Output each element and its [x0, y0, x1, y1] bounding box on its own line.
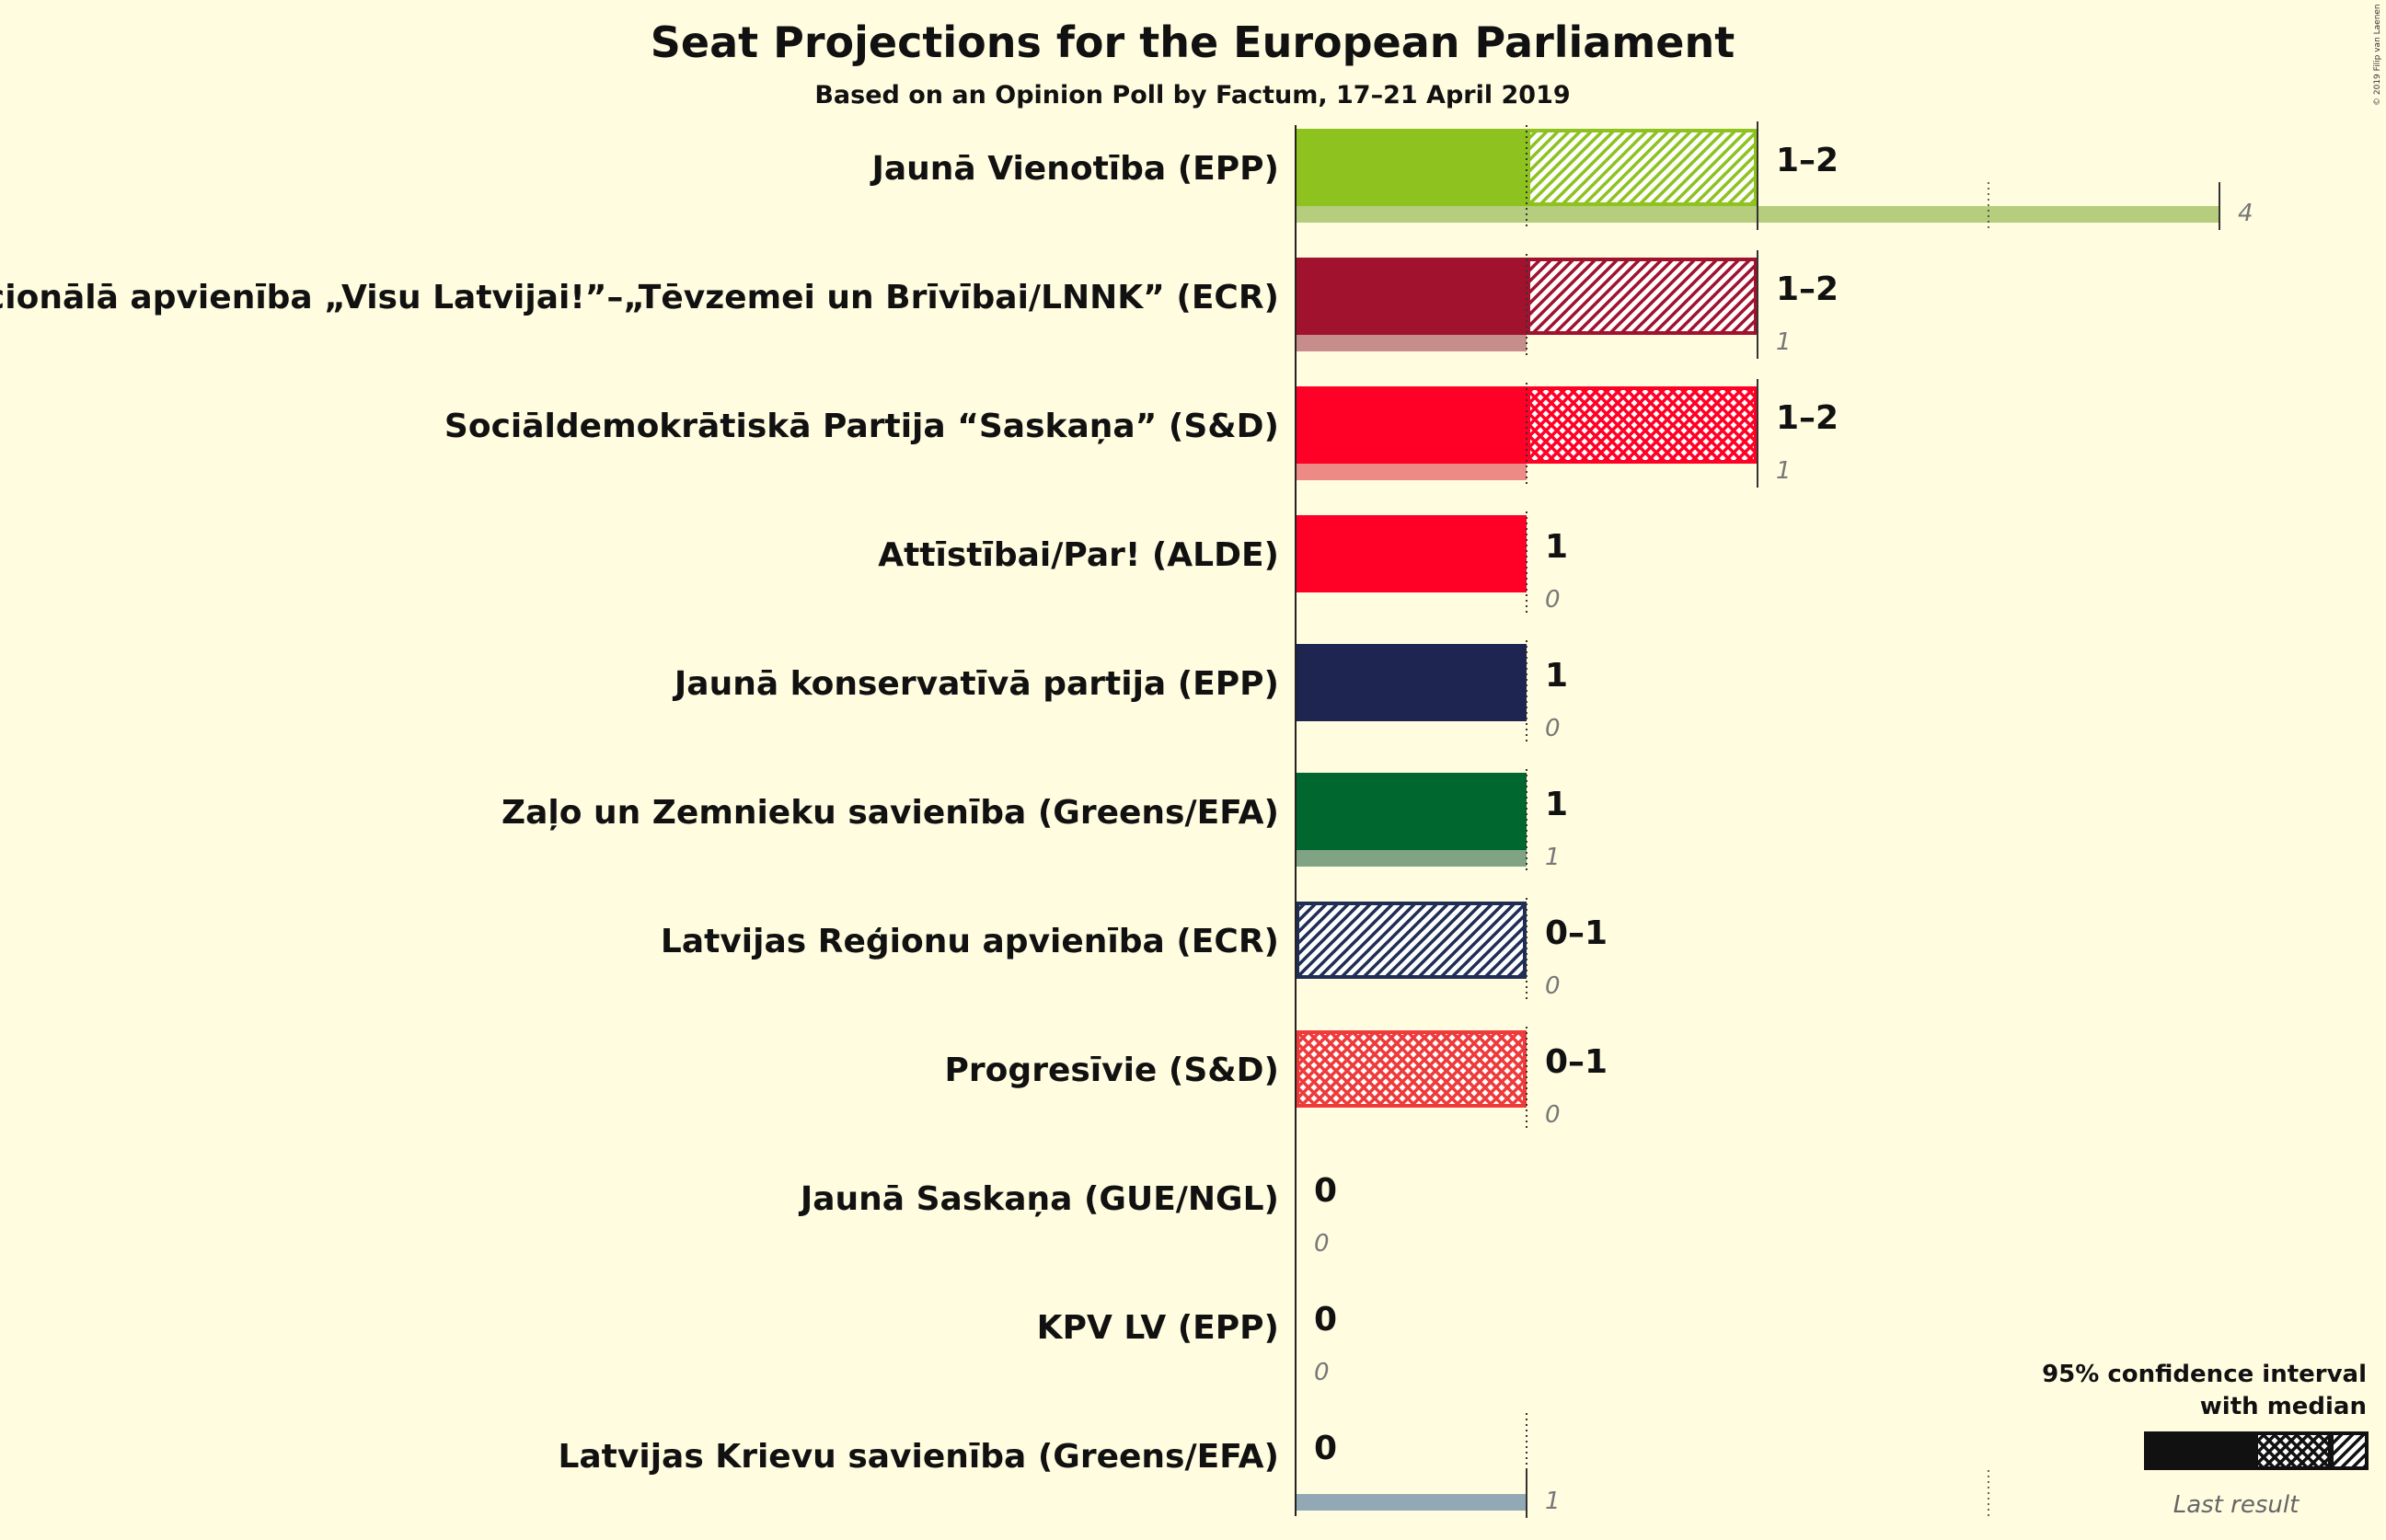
party-name-label: Nacionālā apvienība „Visu Latvijai!”–„Tē…	[0, 279, 1279, 316]
last-result-label: 0	[1545, 586, 1561, 614]
bars-layer: Jaunā Vienotība (EPP) 1–2 4 Nacionālā apvie…	[0, 121, 2253, 1518]
last-result-label: 0	[1545, 1101, 1561, 1129]
last-result-bar	[1296, 335, 1527, 351]
legend-diag-swatch	[2330, 1431, 2369, 1470]
legend-cross-swatch	[2254, 1431, 2332, 1470]
legend: 95% confidence interval with median Last…	[2042, 1361, 2369, 1519]
party-row: KPV LV (EPP) 0 0	[1037, 1301, 1337, 1386]
last-result-label: 1	[1545, 844, 1561, 871]
party-row: Nacionālā apvienība „Visu Latvijai!”–„Tē…	[0, 250, 1838, 359]
chart-subtitle: Based on an Opinion Poll by Factum, 17–2…	[814, 81, 1570, 109]
ci-solid-bar	[1296, 386, 1527, 464]
ci-range-label: 1–2	[1776, 399, 1838, 437]
party-name-label: Zaļo un Zemnieku savienība (Greens/EFA)	[501, 794, 1279, 832]
ci-range-label: 1	[1545, 528, 1568, 566]
party-row: Sociāldemokrātiskā Partija “Saskaņa” (S&…	[444, 379, 1838, 488]
party-name-label: Progresīvie (S&D)	[945, 1052, 1279, 1089]
party-name-label: KPV LV (EPP)	[1037, 1309, 1279, 1347]
last-result-bar	[1296, 464, 1527, 480]
party-row: Attīstībai/Par! (ALDE) 1 0	[878, 511, 1568, 614]
last-result-label: 0	[1314, 1230, 1330, 1258]
legend-last-result-label: Last result	[2173, 1491, 2300, 1519]
last-result-label: 0	[1314, 1359, 1330, 1386]
last-result-label: 1	[1776, 328, 1792, 356]
ci-hatched-bar	[1527, 258, 1758, 335]
last-result-label: 1	[1776, 457, 1792, 485]
party-row: Jaunā konservatīvā partija (EPP) 1 0	[672, 640, 1568, 742]
chart-title: Seat Projections for the European Parlia…	[651, 17, 1735, 67]
party-name-label: Attīstībai/Par! (ALDE)	[878, 536, 1279, 574]
ci-hatched-bar	[1527, 129, 1758, 206]
last-result-bar	[1296, 1494, 1527, 1511]
party-name-label: Jaunā konservatīvā partija (EPP)	[672, 665, 1279, 703]
ci-range-label: 0	[1314, 1172, 1337, 1210]
last-result-label: 1	[1545, 1488, 1561, 1515]
party-row: Latvijas Reģionu apvienība (ECR) 0–1 0	[661, 898, 1608, 1000]
ci-solid-bar	[1296, 644, 1527, 721]
last-result-label: 0	[1545, 972, 1561, 1000]
last-result-label: 0	[1545, 715, 1561, 742]
ci-range-label: 0	[1314, 1301, 1337, 1339]
ci-range-label: 1	[1545, 786, 1568, 823]
legend-ci-line2: with median	[2200, 1393, 2367, 1420]
party-name-label: Latvijas Reģionu apvienība (ECR)	[661, 923, 1279, 960]
ci-hatched-bar	[1527, 386, 1758, 464]
ci-range-label: 0–1	[1545, 914, 1608, 952]
party-name-label: Jaunā Saskaņa (GUE/NGL)	[798, 1180, 1279, 1218]
ci-range-label: 1–2	[1776, 142, 1838, 179]
ci-solid-bar	[1296, 515, 1527, 592]
ci-hatched-bar	[1296, 902, 1527, 979]
party-row: Latvijas Krievu savienība (Greens/EFA) 0 1	[558, 1413, 1989, 1518]
party-row: Jaunā Saskaņa (GUE/NGL) 0 0	[798, 1172, 1337, 1258]
ci-solid-bar	[1296, 258, 1527, 335]
copyright-note: © 2019 Filip van Laenen	[2373, 4, 2382, 106]
party-row: Zaļo un Zemnieku savienība (Greens/EFA) 1…	[501, 769, 1568, 871]
last-result-bar	[1296, 850, 1527, 867]
party-row: Jaunā Vienotība (EPP) 1–2 4	[869, 121, 2253, 230]
ci-range-label: 1–2	[1776, 270, 1838, 308]
ci-range-label: 0	[1314, 1430, 1337, 1467]
ci-solid-bar	[1296, 129, 1527, 206]
party-row: Progresīvie (S&D) 0–1 0	[945, 1027, 1608, 1129]
ci-range-label: 1	[1545, 657, 1568, 695]
legend-ci-line1: 95% confidence interval	[2042, 1361, 2367, 1388]
last-result-label: 4	[2238, 200, 2253, 227]
ci-solid-bar	[1296, 773, 1527, 850]
ci-hatched-bar	[1296, 1030, 1527, 1108]
legend-solid-swatch	[2144, 1431, 2254, 1470]
party-name-label: Jaunā Vienotība (EPP)	[869, 150, 1279, 188]
party-name-label: Sociāldemokrātiskā Partija “Saskaņa” (S&…	[444, 408, 1279, 445]
party-name-label: Latvijas Krievu savienība (Greens/EFA)	[558, 1438, 1279, 1476]
ci-range-label: 0–1	[1545, 1043, 1608, 1081]
